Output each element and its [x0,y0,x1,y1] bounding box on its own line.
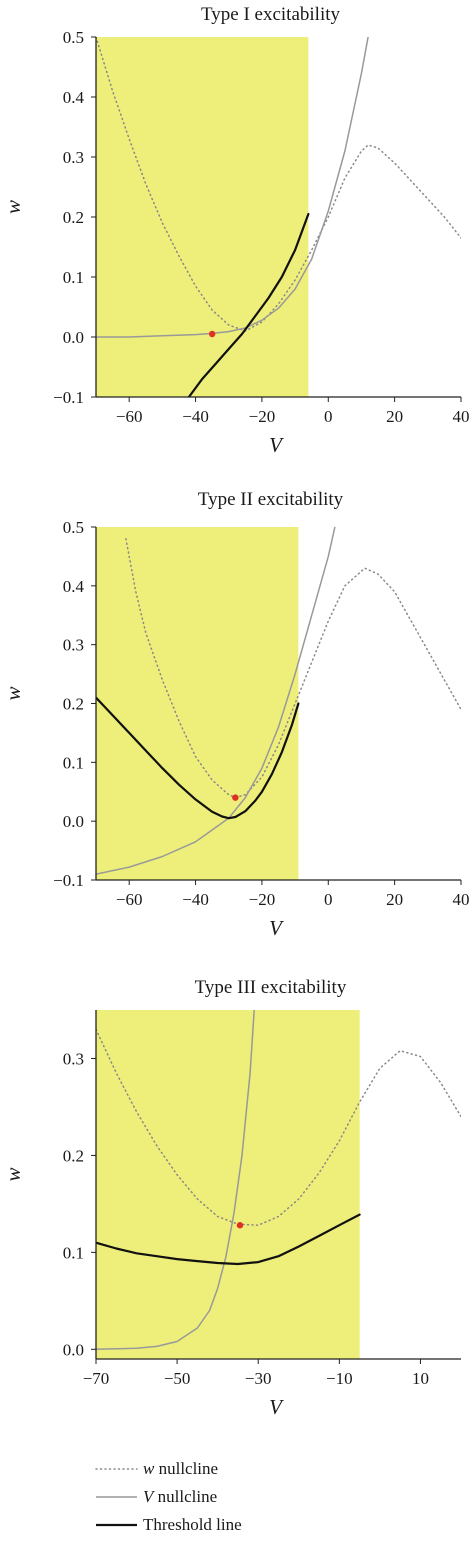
fixed-point [208,330,216,338]
fixed-point [232,794,239,801]
x-tick-label: −40 [182,890,209,909]
chart-title: Type I excitability [201,4,341,25]
x-tick-label: −60 [116,890,143,909]
plot-area [96,37,461,397]
y-axis-label: w [1,1167,25,1181]
y-tick-label: 0.4 [63,88,85,107]
x-tick-label: −10 [326,1369,353,1388]
legend-item-2: V nullcline [96,1487,217,1506]
series-v-nullcline [96,1010,255,1351]
y-tick-label: 0.4 [63,577,85,596]
legend-label: w nullcline [143,1459,218,1478]
y-tick-label: 0.3 [63,148,84,167]
y-tick-label: −0.1 [53,871,84,890]
y-tick-label: 0.5 [63,518,84,537]
chart-title: Type III excitability [195,977,347,998]
plot-area [96,1010,461,1351]
y-tick-label: 0.1 [63,268,84,287]
y-tick-label: 0.2 [63,1146,84,1165]
chart-3: Type III excitability −70 −50 −30 −10 10 0.0 0.… [1,977,461,1419]
x-tick-label: −40 [182,407,209,426]
series-w-nullcline [96,37,461,332]
fixed-point [236,1222,244,1229]
y-axis-label: w [1,686,25,700]
y-tick-label: 0.3 [63,636,84,655]
y-axis-label: w [1,200,25,214]
shaded-region [96,527,299,880]
y-tick-label: 0.0 [63,328,84,347]
x-tick-label: 40 [453,407,470,426]
x-tick-label: −20 [249,890,276,909]
x-axis-label: V [269,916,284,940]
x-tick-label: −20 [249,407,276,426]
legend-item-1: w nullcline [95,1459,218,1478]
y-tick-label: 0.3 [63,1049,84,1068]
chart-title: Type II excitability [198,489,344,510]
plot-area [96,527,461,875]
y-tick-label: 0.5 [63,28,84,47]
chart-2: Type II excitability −60 −40 −20 0 20 40 −0.1 0.… [1,489,470,940]
legend: w nullcline V nullcline Threshold line [95,1459,242,1534]
series-threshold-line [96,1213,361,1266]
series-v-nullcline [96,527,336,875]
x-tick-label: −70 [83,1369,110,1388]
y-tick-label: 0.1 [63,1243,84,1262]
x-tick-label: 10 [412,1369,429,1388]
x-axis-label: V [269,433,284,457]
y-tick-label: 0.2 [63,208,84,227]
series-v-nullcline [96,37,369,338]
legend-label: V nullcline [143,1487,217,1506]
x-tick-label: 0 [324,890,333,909]
y-tick-label: −0.1 [53,388,84,407]
y-tick-label: 0.0 [63,1340,84,1359]
series-w-nullcline [96,1028,461,1226]
x-tick-label: 20 [386,407,403,426]
shaded-region [96,37,309,397]
x-tick-label: 0 [324,407,333,426]
chart-1: Type I excitability −60 −40 −20 0 20 40 −0.1 0.0… [1,4,470,457]
x-axis-label: V [269,1395,284,1419]
x-tick-label: −60 [116,407,143,426]
legend-item-3: Threshold line [96,1515,242,1534]
x-tick-label: −50 [164,1369,191,1388]
y-tick-label: 0.0 [63,812,84,831]
x-tick-label: 40 [453,890,470,909]
x-tick-label: −30 [245,1369,272,1388]
y-tick-label: 0.1 [63,753,84,772]
series-threshold-line [96,696,300,820]
shaded-region [96,1010,360,1359]
legend-label: Threshold line [143,1515,242,1534]
x-tick-label: 20 [386,890,403,909]
y-tick-label: 0.2 [63,695,84,714]
series-threshold-line [187,212,310,397]
